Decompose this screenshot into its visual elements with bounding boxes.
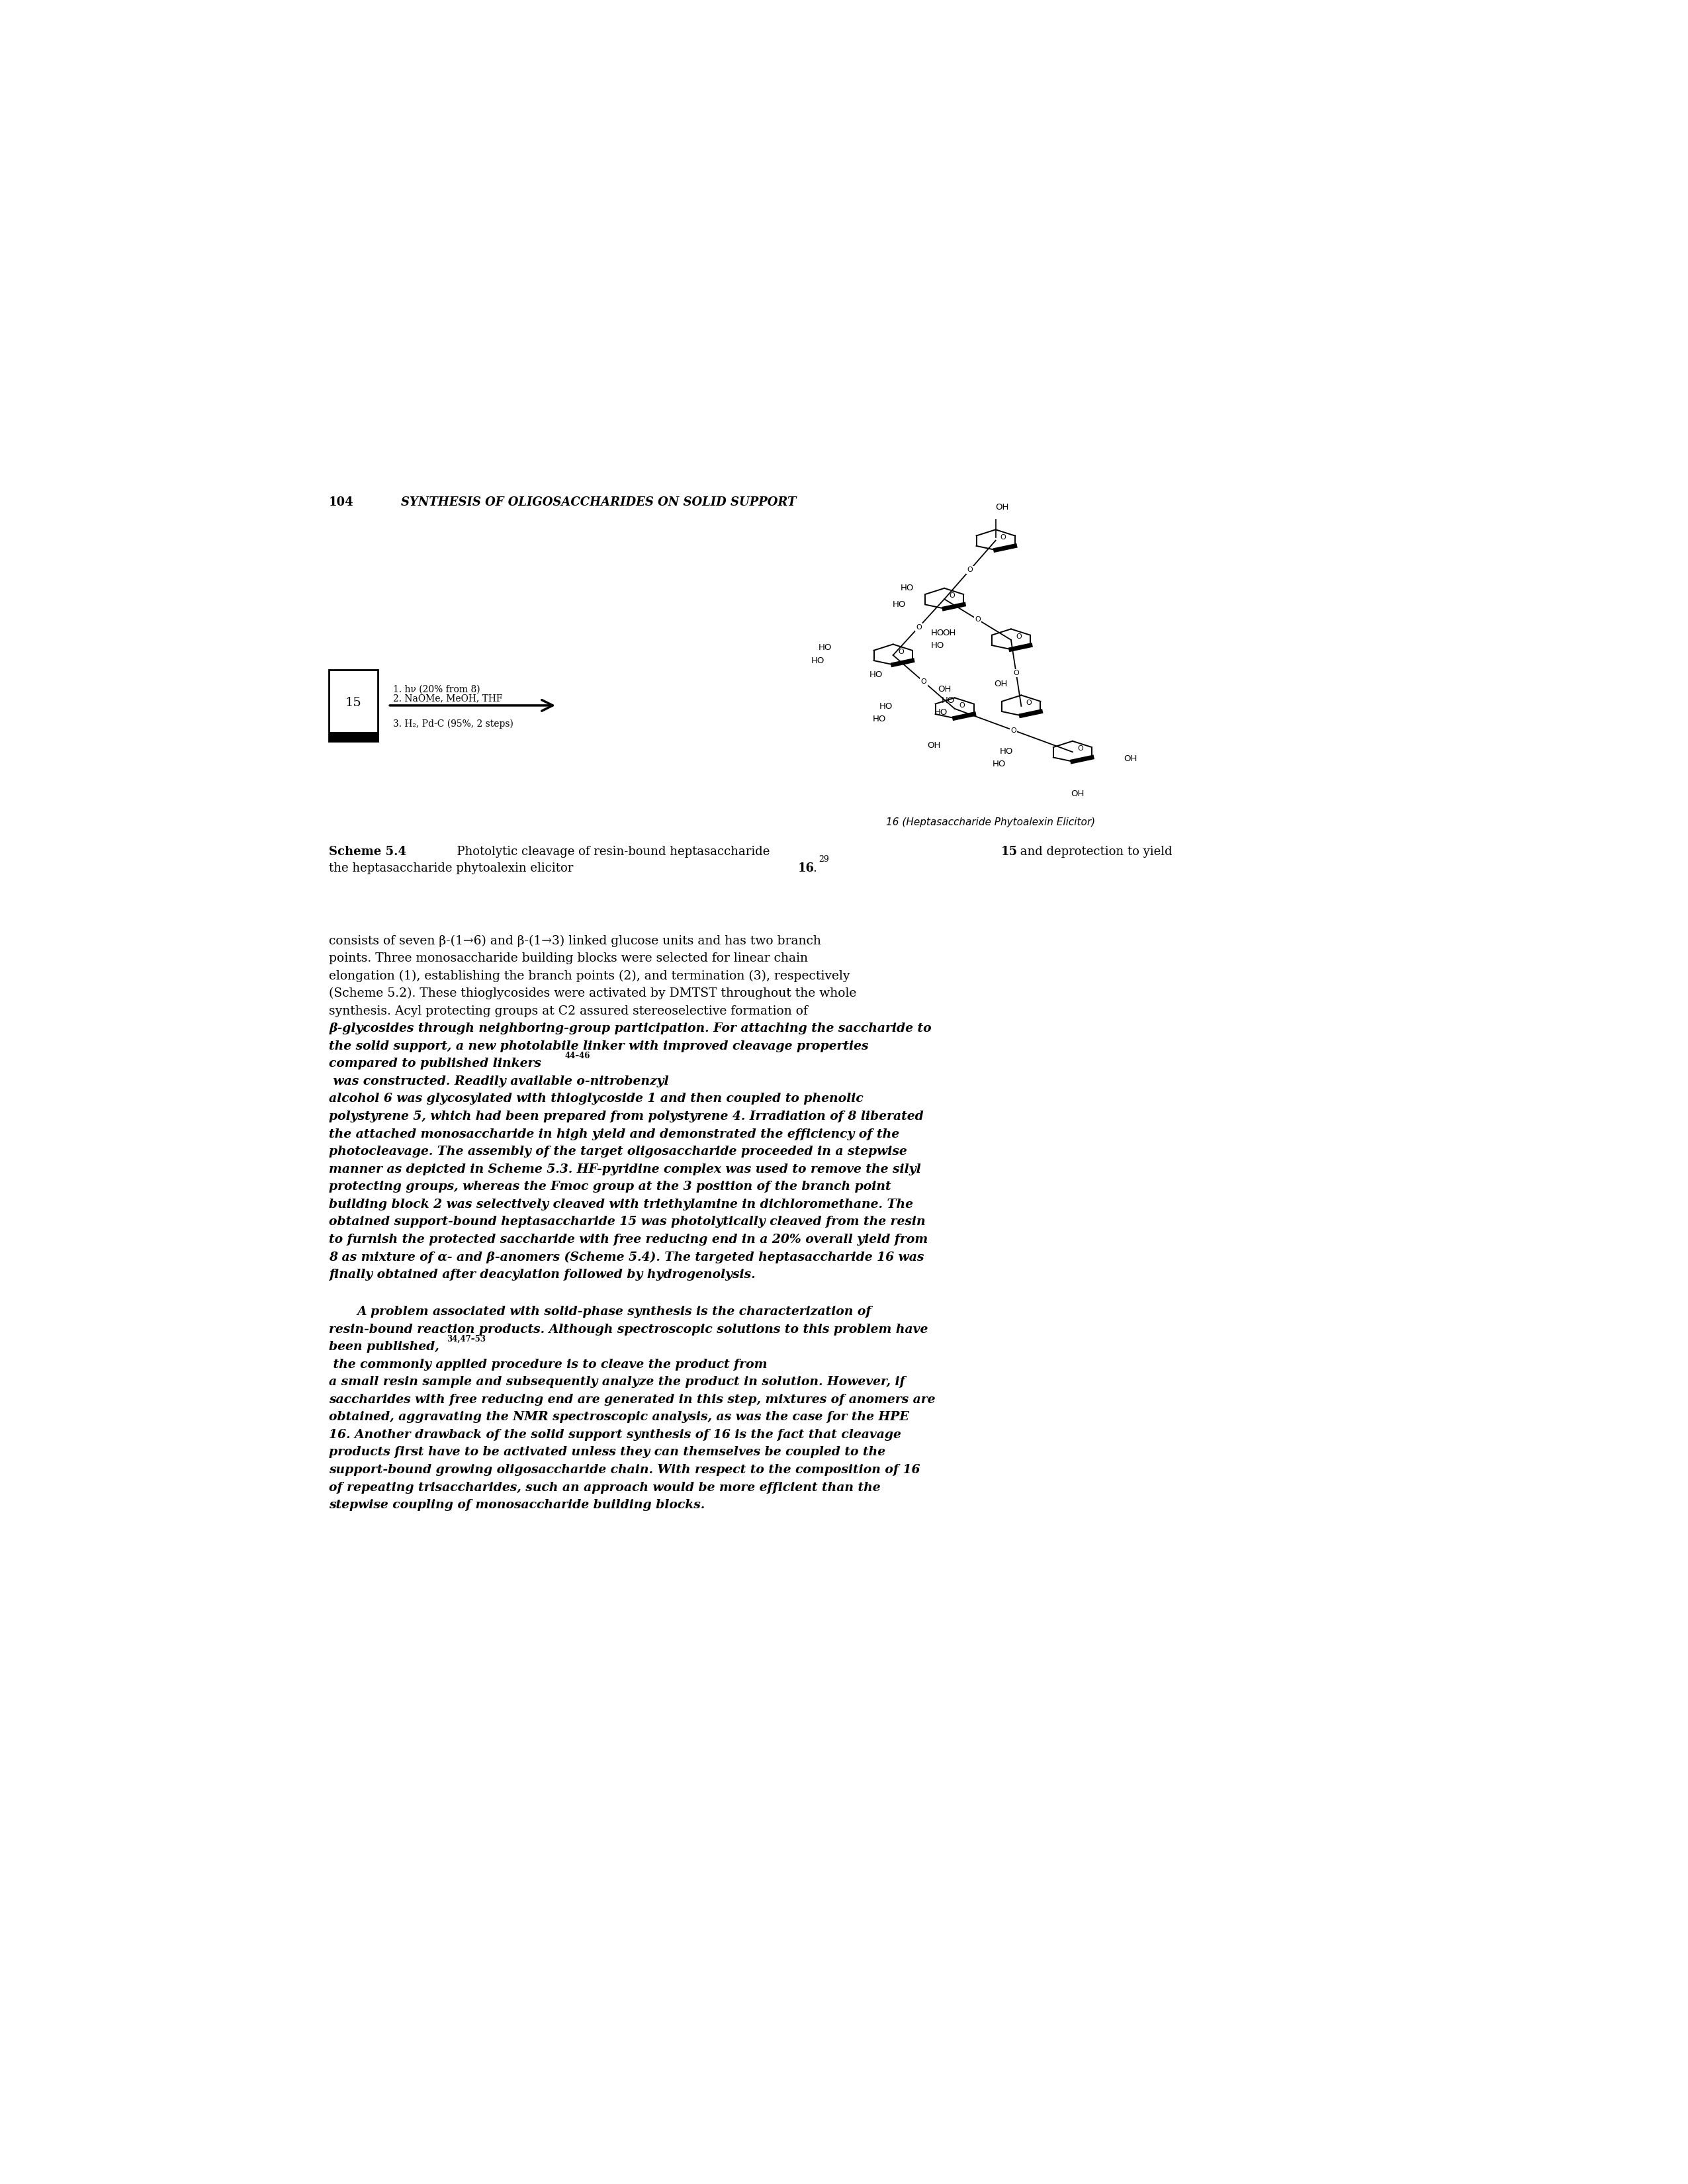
Text: O: O	[1077, 745, 1084, 751]
Text: compared to published linkers: compared to published linkers	[329, 1057, 542, 1070]
Text: OH: OH	[1070, 791, 1084, 797]
Text: OH: OH	[994, 679, 1008, 688]
Text: was constructed. Readily available o-nitrobenzyl: was constructed. Readily available o-nit…	[329, 1075, 668, 1088]
Text: O: O	[967, 566, 972, 572]
Text: OH: OH	[927, 740, 940, 749]
Text: OH: OH	[942, 629, 955, 638]
Text: saccharides with free reducing end are generated in this step, mixtures of anome: saccharides with free reducing end are g…	[329, 1393, 935, 1406]
Text: photocleavage. The assembly of the target oligosaccharide proceeded in a stepwis: photocleavage. The assembly of the targe…	[329, 1147, 906, 1158]
Text: 16. Another drawback of the solid support synthesis of 16 is the fact that cleav: 16. Another drawback of the solid suppor…	[329, 1428, 901, 1441]
Text: 2. NaOMe, MeOH, THF: 2. NaOMe, MeOH, THF	[393, 695, 503, 703]
Text: O: O	[917, 625, 922, 631]
Text: 3. H₂, Pd-C (95%, 2 steps): 3. H₂, Pd-C (95%, 2 steps)	[393, 719, 513, 729]
Text: O: O	[959, 701, 966, 710]
Text: HO: HO	[873, 714, 886, 723]
Text: manner as depicted in Scheme 5.3. HF-pyridine complex was used to remove the sil: manner as depicted in Scheme 5.3. HF-pyr…	[329, 1164, 922, 1175]
Text: the commonly applied procedure is to cleave the product from: the commonly applied procedure is to cle…	[329, 1358, 768, 1369]
Text: obtained support-bound heptasaccharide 15 was photolytically cleaved from the re: obtained support-bound heptasaccharide 1…	[329, 1216, 925, 1227]
Text: SYNTHESIS OF OLIGOSACCHARIDES ON SOLID SUPPORT: SYNTHESIS OF OLIGOSACCHARIDES ON SOLID S…	[400, 496, 797, 509]
Text: the solid support, a new photolabile linker with improved cleavage properties: the solid support, a new photolabile lin…	[329, 1040, 869, 1053]
Text: HO: HO	[999, 747, 1013, 756]
Text: (Scheme 5.2). These thioglycosides were activated by DMTST throughout the whole: (Scheme 5.2). These thioglycosides were …	[329, 987, 856, 1000]
Text: OH: OH	[937, 686, 950, 695]
Text: HO: HO	[869, 670, 883, 679]
Text: alcohol 6 was glycosylated with thioglycoside 1 and then coupled to phenolic: alcohol 6 was glycosylated with thioglyc…	[329, 1092, 864, 1105]
Text: HO: HO	[993, 760, 1006, 769]
Text: obtained, aggravating the NMR spectroscopic analysis, as was the case for the HP: obtained, aggravating the NMR spectrosco…	[329, 1411, 910, 1424]
Text: 15: 15	[344, 697, 361, 710]
Text: the attached monosaccharide in high yield and demonstrated the efficiency of the: the attached monosaccharide in high yiel…	[329, 1129, 900, 1140]
Text: 44–46: 44–46	[565, 1053, 591, 1059]
Text: elongation (1), establishing the branch points (2), and termination (3), respect: elongation (1), establishing the branch …	[329, 970, 851, 983]
Text: O: O	[949, 592, 955, 598]
Text: A problem associated with solid-phase synthesis is the characterization of: A problem associated with solid-phase sy…	[358, 1306, 871, 1317]
Text: O: O	[974, 616, 981, 622]
Text: O: O	[1016, 633, 1021, 640]
Text: HO: HO	[900, 583, 913, 592]
Text: .: .	[812, 863, 817, 874]
Text: HO: HO	[930, 629, 944, 638]
Text: O: O	[898, 649, 903, 655]
Text: synthesis. Acyl protecting groups at C2 assured stereoselective formation of: synthesis. Acyl protecting groups at C2 …	[329, 1005, 809, 1018]
Text: O: O	[922, 679, 927, 686]
Text: been published,: been published,	[329, 1341, 439, 1352]
Text: and deprotection to yield: and deprotection to yield	[1016, 845, 1171, 858]
Text: O: O	[1026, 699, 1031, 705]
Text: Photolytic cleavage of resin-bound heptasaccharide: Photolytic cleavage of resin-bound hepta…	[449, 845, 773, 858]
Text: 1. hν (20% from 8): 1. hν (20% from 8)	[393, 686, 479, 695]
Text: consists of seven β-(1→6) and β-(1→3) linked glucose units and has two branch: consists of seven β-(1→6) and β-(1→3) li…	[329, 935, 820, 948]
Text: OH: OH	[996, 502, 1009, 511]
Text: HO: HO	[819, 644, 832, 653]
Text: O: O	[1011, 727, 1016, 734]
Text: O: O	[1001, 533, 1006, 542]
Text: 16 (Heptasaccharide Phytoalexin Elicitor): 16 (Heptasaccharide Phytoalexin Elicitor…	[886, 817, 1096, 828]
Bar	[329, 670, 378, 740]
Text: 16: 16	[798, 863, 815, 874]
Text: 8 as mixture of α- and β-anomers (Scheme 5.4). The targeted heptasaccharide 16 w: 8 as mixture of α- and β-anomers (Scheme…	[329, 1251, 923, 1262]
Text: HO: HO	[942, 697, 955, 705]
Text: points. Three monosaccharide building blocks were selected for linear chain: points. Three monosaccharide building bl…	[329, 952, 809, 965]
Text: 104: 104	[329, 496, 354, 509]
Text: HO: HO	[930, 640, 944, 649]
Text: 15: 15	[1001, 845, 1018, 858]
Text: the heptasaccharide phytoalexin elicitor: the heptasaccharide phytoalexin elicitor	[329, 863, 577, 874]
Text: a small resin sample and subsequently analyze the product in solution. However, : a small resin sample and subsequently an…	[329, 1376, 905, 1389]
Text: products first have to be activated unless they can themselves be coupled to the: products first have to be activated unle…	[329, 1446, 886, 1459]
Text: β-glycosides through neighboring-group participation. For attaching the sacchari: β-glycosides through neighboring-group p…	[329, 1022, 932, 1035]
Text: OH: OH	[1124, 756, 1138, 762]
Text: Scheme 5.4: Scheme 5.4	[329, 845, 407, 858]
Text: 29: 29	[819, 856, 829, 865]
Text: HO: HO	[879, 701, 893, 710]
Text: protecting groups, whereas the Fmoc group at the 3 position of the branch point: protecting groups, whereas the Fmoc grou…	[329, 1182, 891, 1192]
Text: 34,47–53: 34,47–53	[447, 1334, 486, 1343]
Text: stepwise coupling of monosaccharide building blocks.: stepwise coupling of monosaccharide buil…	[329, 1498, 706, 1511]
Text: finally obtained after deacylation followed by hydrogenolysis.: finally obtained after deacylation follo…	[329, 1269, 756, 1280]
Text: to furnish the protected saccharide with free reducing end in a 20% overall yiel: to furnish the protected saccharide with…	[329, 1234, 928, 1245]
Text: polystyrene 5, which had been prepared from polystyrene 4. Irradiation of 8 libe: polystyrene 5, which had been prepared f…	[329, 1109, 923, 1123]
Text: HO: HO	[893, 601, 906, 609]
Text: HO: HO	[810, 657, 824, 666]
Text: O: O	[1013, 670, 1020, 677]
Text: building block 2 was selectively cleaved with triethylamine in dichloromethane. : building block 2 was selectively cleaved…	[329, 1199, 913, 1210]
Text: HO: HO	[933, 708, 947, 716]
Text: support-bound growing oligosaccharide chain. With respect to the composition of : support-bound growing oligosaccharide ch…	[329, 1463, 920, 1476]
Text: of repeating trisaccharides, such an approach would be more efficient than the: of repeating trisaccharides, such an app…	[329, 1481, 881, 1494]
Bar	[329, 732, 378, 740]
Text: resin-bound reaction products. Although spectroscopic solutions to this problem : resin-bound reaction products. Although …	[329, 1324, 928, 1334]
